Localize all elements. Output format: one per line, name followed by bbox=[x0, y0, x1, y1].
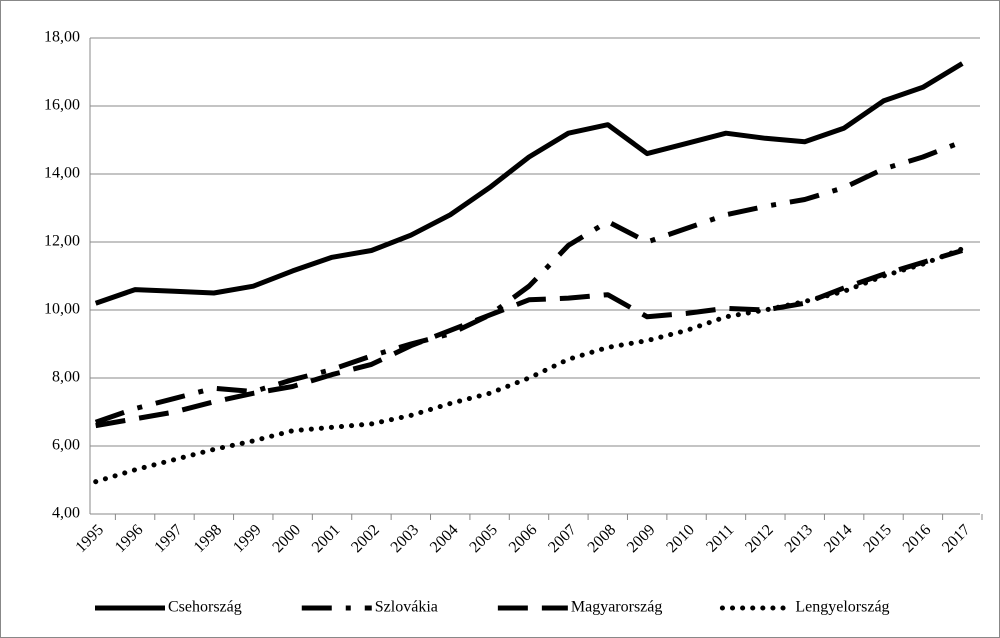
series-line bbox=[93, 246, 965, 485]
legend-label: Lengyelország bbox=[795, 599, 889, 616]
y-tick-label: 4,00 bbox=[52, 505, 80, 522]
series-line bbox=[94, 61, 964, 306]
y-tick-label: 14,00 bbox=[44, 165, 80, 182]
legend-label: Csehország bbox=[168, 599, 242, 616]
legend-label: Magyarország bbox=[571, 599, 663, 616]
y-tick-label: 8,00 bbox=[52, 369, 80, 386]
legend-label: Szlovákia bbox=[375, 599, 438, 616]
y-tick-label: 16,00 bbox=[44, 97, 80, 114]
y-tick-label: 18,00 bbox=[44, 29, 80, 46]
series-line bbox=[94, 139, 964, 425]
y-tick-label: 10,00 bbox=[44, 301, 80, 318]
y-tick-label: 12,00 bbox=[44, 233, 80, 250]
y-tick-label: 6,00 bbox=[52, 437, 80, 454]
